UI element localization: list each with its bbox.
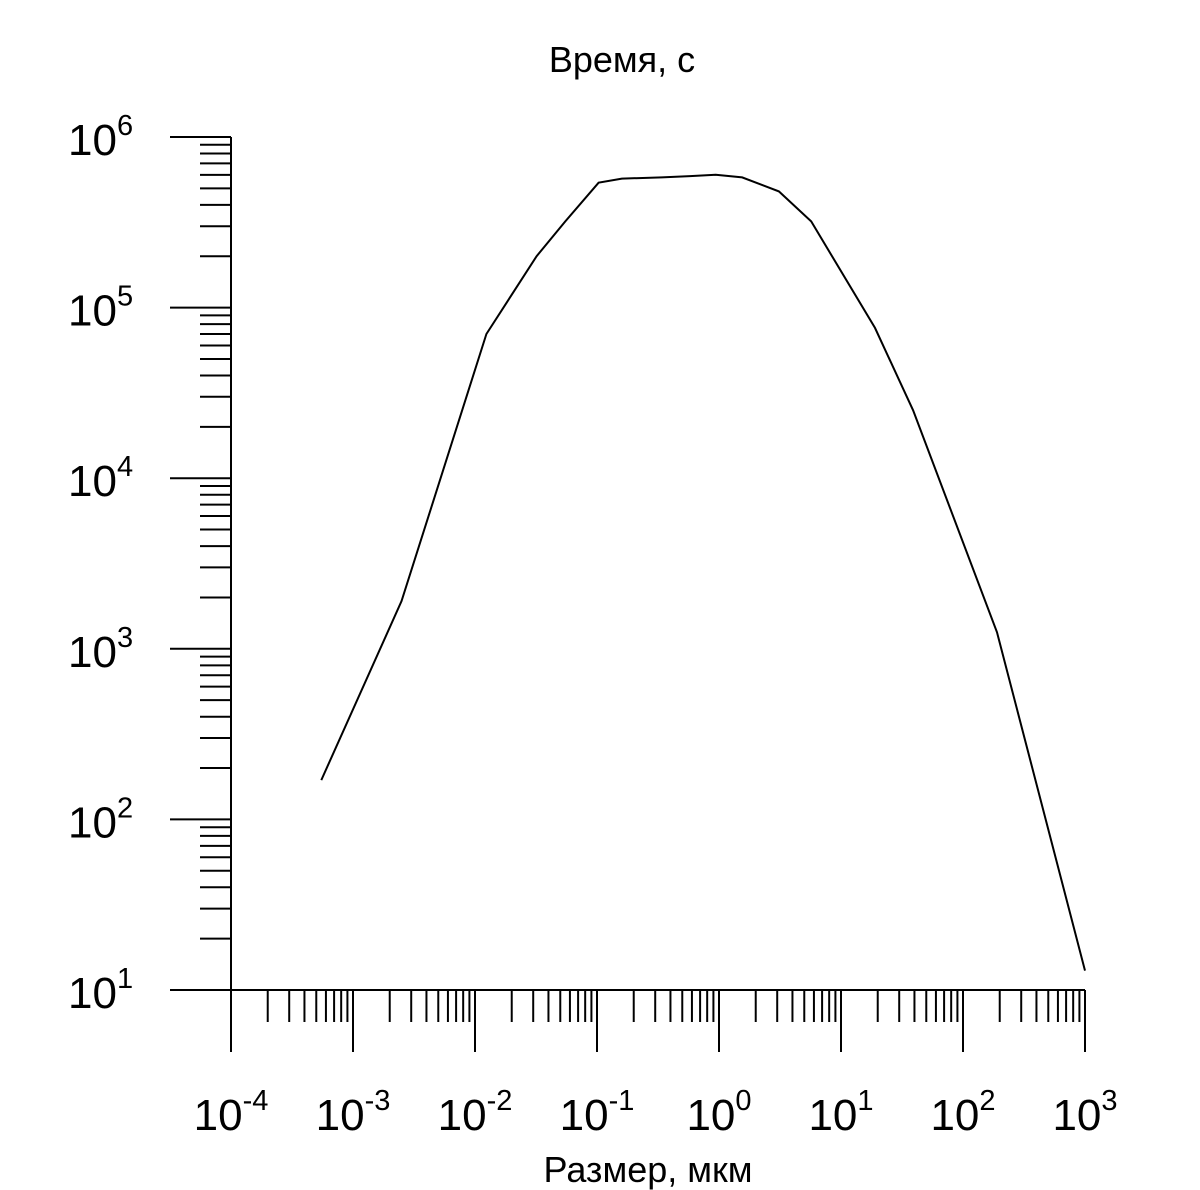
y-tick-label: 105: [68, 281, 133, 336]
x-tick-label: 103: [1052, 1085, 1117, 1140]
y-tick-label: 103: [68, 622, 133, 677]
x-tick-label: 100: [686, 1085, 751, 1140]
x-axis-title: Размер, мкм: [544, 1149, 753, 1190]
x-axis: 10-4 10-3 10-2 10-1 100 101 102 103: [170, 989, 1118, 1140]
x-tick-label: 10-3: [316, 1085, 391, 1140]
y-tick-label: 102: [68, 792, 133, 847]
x-tick-label: 102: [930, 1085, 995, 1140]
x-tick-label: 10-1: [560, 1085, 635, 1140]
series-line: [320, 173, 1086, 971]
x-tick-label: 101: [808, 1085, 873, 1140]
x-tick-label: 10-4: [194, 1085, 269, 1140]
y-tick-label: 104: [68, 451, 133, 506]
y-tick-label: 101: [68, 963, 133, 1018]
y-tick-label: 106: [68, 110, 133, 165]
y-axis: 101 102 103 104 105 106: [68, 110, 232, 1018]
x-tick-label: 10-2: [438, 1085, 513, 1140]
data-series: [320, 173, 1086, 971]
y-axis-title: Время, с: [549, 39, 695, 80]
